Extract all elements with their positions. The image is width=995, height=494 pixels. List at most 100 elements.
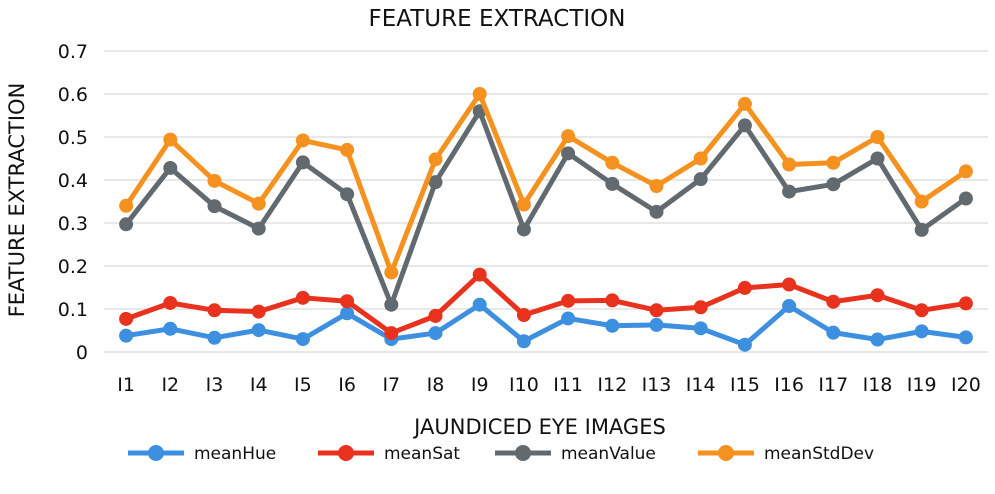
- x-tick-label: I4: [250, 374, 268, 396]
- data-point: [516, 222, 531, 237]
- data-point: [737, 280, 752, 295]
- legend-item-meanStdDev: meanStdDev: [698, 444, 874, 464]
- legend-label: meanSat: [384, 444, 460, 464]
- series-line: [124, 91, 968, 275]
- y-axis-label: FEATURE EXTRACTION: [5, 83, 29, 318]
- data-point: [251, 323, 266, 338]
- data-point: [472, 267, 487, 282]
- series-meanHue: [119, 297, 973, 352]
- series-line: [125, 272, 967, 336]
- x-tick-label: I10: [509, 374, 539, 396]
- x-tick-label: I7: [382, 374, 400, 396]
- data-point: [428, 152, 443, 167]
- legend-marker: [148, 445, 164, 461]
- data-point: [958, 330, 973, 345]
- data-point: [693, 172, 708, 187]
- x-tick-label: I9: [471, 374, 489, 396]
- data-point: [428, 308, 443, 323]
- data-point: [340, 142, 355, 157]
- x-tick-label: I5: [294, 374, 312, 396]
- legend-label: meanHue: [194, 444, 276, 464]
- data-point: [693, 321, 708, 336]
- data-point: [428, 175, 443, 190]
- data-point: [737, 96, 752, 111]
- x-axis-ticks: I1 I2 I3 I4 I5 I6 I7 I8 I9 I10 I11 I12 I13 I14 I15 I16 I…: [117, 374, 981, 396]
- x-tick-label: I18: [863, 374, 893, 396]
- series-meanValue: [119, 104, 973, 312]
- x-tick-label: I19: [907, 374, 937, 396]
- data-point: [605, 293, 620, 308]
- data-point: [958, 191, 973, 206]
- x-tick-label: I13: [642, 374, 672, 396]
- data-point: [826, 177, 841, 192]
- x-tick-label: I17: [818, 374, 848, 396]
- data-point: [782, 298, 797, 313]
- data-point: [295, 155, 310, 170]
- data-point: [163, 321, 178, 336]
- data-point: [119, 217, 134, 232]
- y-tick-label: 0.2: [58, 256, 88, 278]
- data-point: [384, 297, 399, 312]
- data-point: [384, 326, 399, 341]
- data-point: [649, 179, 664, 194]
- data-point: [782, 184, 797, 199]
- data-point: [207, 303, 222, 318]
- data-point: [207, 173, 222, 188]
- data-point: [472, 87, 487, 101]
- data-point: [826, 294, 841, 309]
- data-point: [295, 290, 310, 305]
- data-point: [870, 332, 885, 347]
- data-point: [782, 277, 797, 292]
- legend-label: meanValue: [561, 444, 656, 464]
- data-point: [914, 222, 929, 237]
- legend-marker: [338, 445, 354, 461]
- data-point: [516, 308, 531, 323]
- x-tick-label: I3: [206, 374, 224, 396]
- data-point: [826, 155, 841, 170]
- data-point: [207, 330, 222, 345]
- y-tick-label: 0.7: [58, 41, 88, 63]
- data-point: [914, 303, 929, 318]
- data-point: [472, 297, 487, 312]
- x-tick-label: I14: [686, 374, 716, 396]
- data-point: [561, 311, 576, 326]
- data-point: [340, 187, 355, 202]
- data-point: [295, 133, 310, 148]
- legend-marker: [718, 445, 734, 461]
- data-point: [119, 311, 134, 326]
- data-point: [693, 151, 708, 166]
- data-point: [914, 324, 929, 339]
- series-meanStdDev: [119, 87, 973, 280]
- legend-marker: [515, 445, 531, 461]
- data-point: [163, 295, 178, 310]
- legend: meanHue meanSat meanValue meanStdDev: [128, 444, 874, 464]
- series-meanSat: [119, 267, 973, 341]
- x-tick-label: I15: [730, 374, 760, 396]
- data-point: [605, 176, 620, 191]
- data-point: [782, 157, 797, 172]
- data-point: [251, 196, 266, 211]
- x-axis-label: JAUNDICED EYE IMAGES: [412, 415, 666, 439]
- data-point: [295, 332, 310, 347]
- y-tick-label: 0: [76, 342, 88, 364]
- data-point: [870, 151, 885, 166]
- x-tick-label: I6: [338, 374, 356, 396]
- data-point: [737, 118, 752, 133]
- data-point: [119, 328, 134, 343]
- data-point: [605, 318, 620, 333]
- x-tick-label: I20: [951, 374, 981, 396]
- data-point: [340, 306, 355, 321]
- series-line: [124, 108, 968, 308]
- data-point: [163, 160, 178, 175]
- y-axis-ticks: 0 0.1 0.2 0.3 0.4 0.5 0.6 0.7: [58, 41, 88, 364]
- data-point: [340, 294, 355, 309]
- legend-item-meanHue: meanHue: [128, 444, 276, 464]
- series-lines: [119, 87, 973, 352]
- data-point: [870, 288, 885, 303]
- data-point: [516, 197, 531, 212]
- data-point: [251, 221, 266, 236]
- x-tick-label: I12: [597, 374, 627, 396]
- legend-item-meanValue: meanValue: [495, 444, 656, 464]
